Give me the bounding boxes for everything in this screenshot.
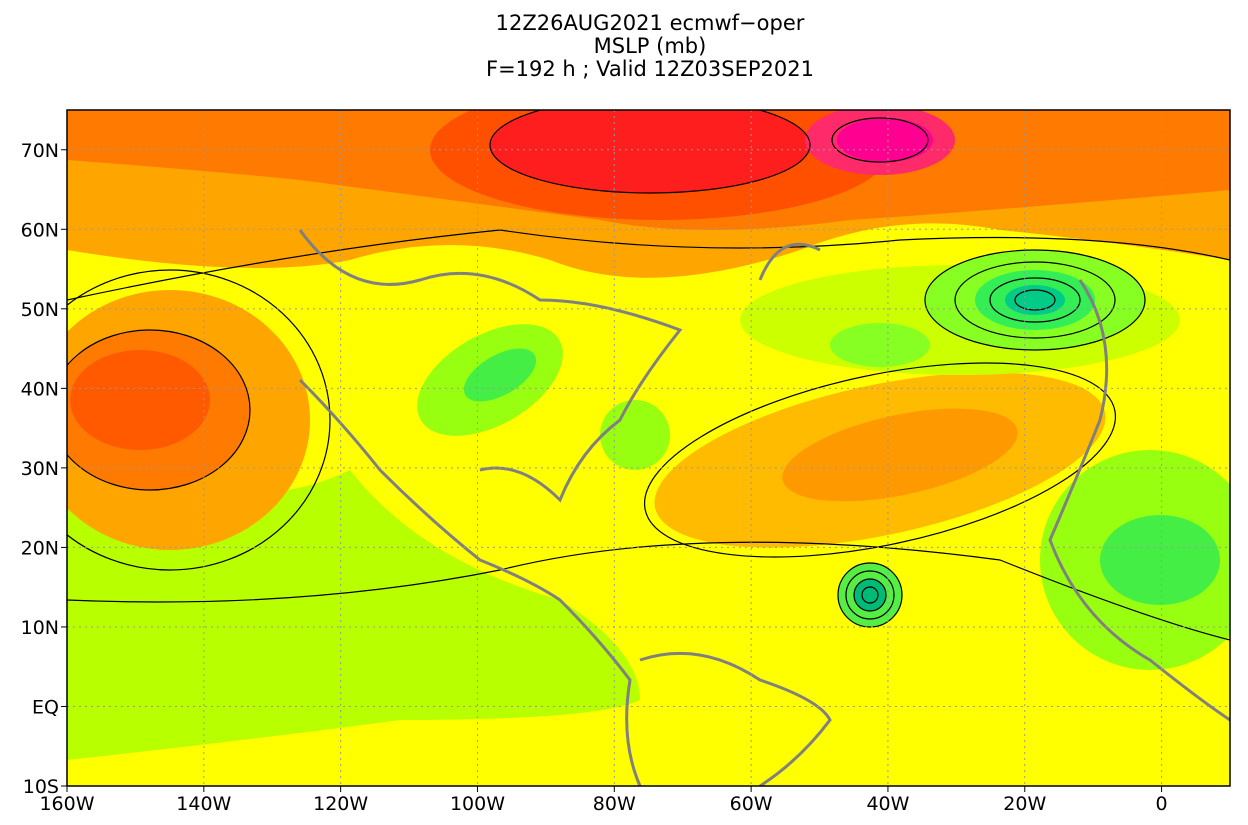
title-line: MSLP (mb) bbox=[594, 34, 707, 58]
x-tick-label: 0 bbox=[1156, 793, 1168, 815]
x-tick-label: 140W bbox=[176, 793, 231, 815]
y-tick-label: 60N bbox=[21, 219, 59, 241]
title-line: 12Z26AUG2021 ecmwf−oper bbox=[496, 11, 805, 35]
x-tick-label: 80W bbox=[593, 793, 636, 815]
y-tick-label: EQ bbox=[32, 696, 59, 718]
x-tick-label: 60W bbox=[730, 793, 773, 815]
y-tick-label: 40N bbox=[21, 378, 59, 400]
x-tick-label: 120W bbox=[313, 793, 368, 815]
y-tick-label: 10N bbox=[21, 617, 59, 639]
x-tick-label: 160W bbox=[39, 793, 94, 815]
x-tick-label: 20W bbox=[1003, 793, 1046, 815]
pressure-field bbox=[67, 110, 1230, 786]
y-tick-label: 70N bbox=[21, 140, 59, 162]
x-tick-label: 40W bbox=[866, 793, 909, 815]
y-tick-label: 20N bbox=[21, 537, 59, 559]
y-tick-label: 10S bbox=[23, 776, 59, 798]
x-tick-label: 100W bbox=[450, 793, 505, 815]
y-tick-label: 30N bbox=[21, 458, 59, 480]
y-tick-label: 50N bbox=[21, 299, 59, 321]
title-line: F=192 h ; Valid 12Z03SEP2021 bbox=[486, 57, 814, 81]
plot-frame bbox=[66, 109, 1231, 787]
